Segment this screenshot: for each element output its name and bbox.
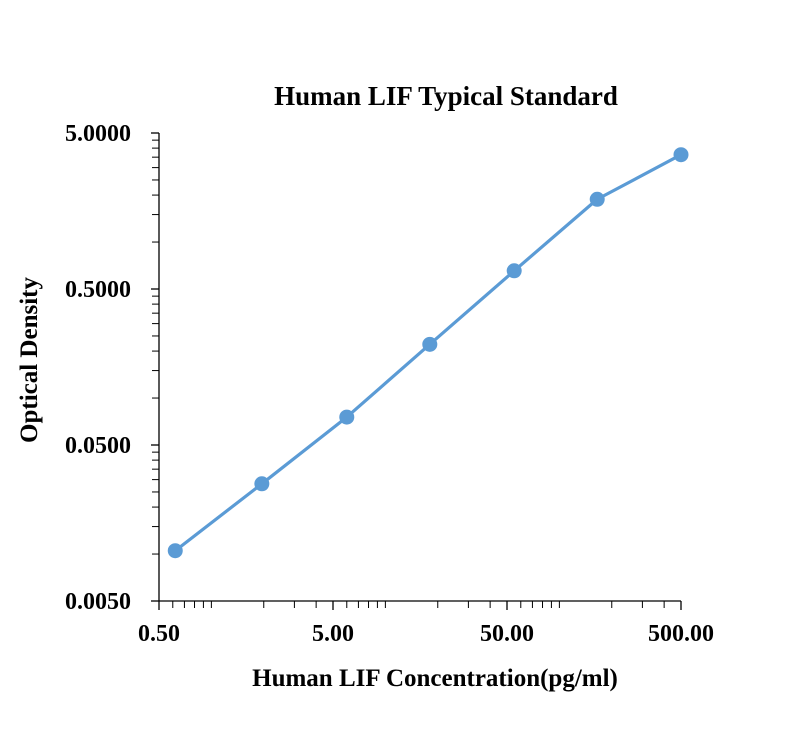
data-point [339, 409, 355, 425]
x-tick-label: 0.50 [138, 621, 180, 647]
x-axis-label: Human LIF Concentration(pg/ml) [252, 665, 618, 692]
y-tick-label: 0.0500 [65, 433, 131, 459]
data-point [589, 191, 605, 207]
x-tick-label: 500.00 [648, 621, 714, 647]
y-tick-label: 0.5000 [65, 277, 131, 303]
data-point [506, 263, 522, 279]
series-line [174, 153, 682, 552]
axes: 0.0050 0.0500 0.5000 5.0000 0.50 5.00 50.00 500… [65, 121, 714, 647]
chart-title: Human LIF Typical Standard [274, 81, 618, 111]
data-point [673, 147, 689, 163]
data-point [254, 476, 270, 492]
x-tick-label: 50.00 [480, 621, 534, 647]
plot-area [167, 147, 689, 559]
x-tick-label: 5.00 [312, 621, 354, 647]
y-tick-label: 5.0000 [65, 121, 131, 147]
y-tick-label: 0.0050 [65, 589, 131, 615]
y-axis-label: Optical Density [16, 277, 43, 443]
data-point [422, 336, 438, 352]
data-point [167, 543, 183, 559]
